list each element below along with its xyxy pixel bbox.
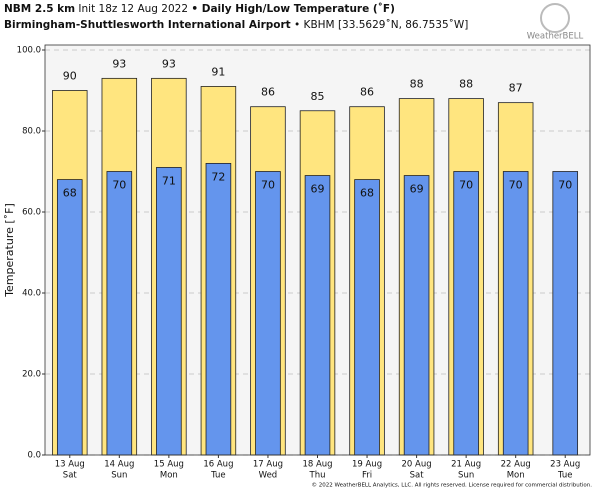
x-tick-weekday: Tue	[210, 471, 226, 481]
value-label: 68	[360, 187, 374, 200]
logo: WeatherBELL	[527, 32, 584, 42]
x-tick-weekday: Mon	[160, 471, 178, 481]
x-tick-weekday: Wed	[259, 471, 278, 481]
x-tick-weekday: Sun	[458, 471, 474, 481]
x-tick-label: 17 Aug	[253, 460, 283, 470]
y-tick-label: 20.0	[22, 370, 41, 380]
x-tick-weekday: Sat	[63, 471, 78, 481]
bar	[106, 171, 133, 456]
value-label: 70	[509, 179, 523, 192]
value-label: 93	[162, 57, 176, 70]
bar	[403, 175, 430, 456]
x-tick-weekday: Sun	[111, 471, 127, 481]
bar	[453, 171, 479, 456]
y-tick-label: 80.0	[22, 127, 41, 137]
chart-title: NBM 2.5 km Init 18z 12 Aug 2022 • Daily …	[4, 3, 395, 15]
bar	[502, 171, 529, 456]
value-label: 69	[410, 183, 424, 196]
bar	[156, 167, 182, 456]
y-tick-label: 60.0	[22, 208, 41, 218]
bar	[205, 162, 232, 456]
coords: • KBHM [33.5629˚N, 86.7535˚W]	[294, 19, 468, 31]
x-tick-label: 20 Aug	[402, 460, 432, 470]
plot-frame	[44, 44, 591, 456]
x-tick-label: 22 Aug	[501, 460, 531, 470]
value-label: 69	[311, 183, 325, 196]
value-label: 70	[112, 179, 126, 192]
x-tick-weekday: Thu	[309, 471, 326, 481]
x-tick-label: 19 Aug	[352, 460, 382, 470]
bar	[304, 175, 331, 456]
station: Birmingham-Shuttlesworth International A…	[4, 19, 291, 31]
x-tick-label: 14 Aug	[104, 460, 134, 470]
value-label: 91	[211, 65, 225, 78]
bar	[354, 179, 380, 456]
x-tick-weekday: Fri	[362, 471, 372, 481]
x-tick-label: 23 Aug	[550, 460, 580, 470]
title-main: • Daily High/Low Temperature (˚F)	[191, 3, 395, 15]
value-label: 70	[558, 179, 572, 192]
value-label: 86	[261, 86, 275, 99]
bar	[56, 179, 83, 456]
x-tick-label: 21 Aug	[451, 460, 481, 470]
x-tick-label: 15 Aug	[154, 460, 184, 470]
value-label: 90	[63, 70, 77, 83]
value-label: 71	[162, 174, 176, 187]
value-label: 72	[211, 170, 225, 183]
value-label: 88	[459, 78, 473, 91]
logo-icon	[540, 3, 570, 33]
x-tick-weekday: Mon	[507, 471, 525, 481]
footer: © 2022 WeatherBELL Analytics, LLC. All r…	[312, 482, 593, 489]
y-tick-label: 100.0	[17, 46, 41, 56]
y-axis-label: Temperature [˚F]	[3, 203, 16, 298]
x-tick-weekday: Tue	[557, 471, 573, 481]
bar	[255, 171, 281, 456]
value-label: 85	[311, 90, 325, 103]
y-tick-label: 40.0	[22, 289, 41, 299]
y-tick-label: 0.0	[27, 451, 41, 461]
value-label: 87	[509, 82, 523, 95]
x-tick-label: 13 Aug	[55, 460, 85, 470]
title-init: Init 18z 12 Aug 2022	[78, 3, 188, 15]
value-label: 70	[459, 179, 473, 192]
x-tick-label: 18 Aug	[302, 460, 332, 470]
value-label: 93	[112, 57, 126, 70]
bar	[552, 171, 579, 456]
chart-subtitle: Birmingham-Shuttlesworth International A…	[4, 19, 468, 31]
x-tick-weekday: Sat	[410, 471, 425, 481]
title-model: NBM 2.5 km	[4, 3, 75, 15]
value-label: 86	[360, 86, 374, 99]
value-label: 68	[63, 187, 77, 200]
value-label: 70	[261, 179, 275, 192]
x-tick-label: 16 Aug	[203, 460, 233, 470]
value-label: 88	[410, 78, 424, 91]
